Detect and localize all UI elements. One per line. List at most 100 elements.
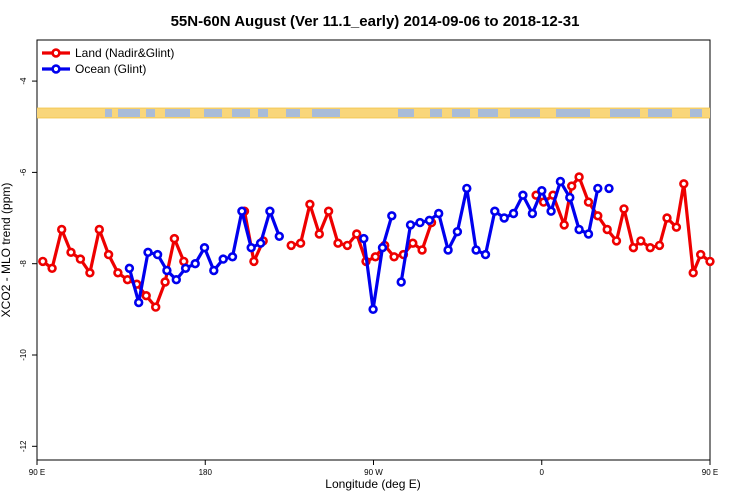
map-strip-ocean bbox=[398, 109, 414, 117]
map-strip-ocean bbox=[118, 109, 140, 117]
map-strip-ocean bbox=[312, 109, 340, 117]
map-strip-ocean bbox=[510, 109, 540, 117]
data-point bbox=[180, 263, 191, 273]
map-strip-ocean bbox=[286, 109, 300, 117]
data-point bbox=[113, 268, 123, 278]
data-point bbox=[134, 297, 144, 308]
data-point bbox=[574, 224, 584, 235]
data-point bbox=[94, 224, 105, 235]
series-1 bbox=[124, 176, 614, 314]
data-point bbox=[555, 176, 566, 187]
data-point bbox=[602, 224, 612, 235]
data-point bbox=[387, 211, 397, 221]
series-layer bbox=[38, 172, 715, 314]
y-tick-label: -4 bbox=[19, 77, 28, 85]
data-point bbox=[593, 211, 603, 221]
map-strip-ocean bbox=[690, 109, 702, 117]
plot-frame bbox=[36, 39, 711, 461]
data-point bbox=[265, 206, 275, 216]
map-strip-ocean bbox=[610, 109, 640, 117]
data-point bbox=[471, 245, 481, 255]
data-point bbox=[152, 249, 163, 260]
data-point bbox=[705, 256, 715, 267]
data-point bbox=[359, 233, 369, 244]
series-line bbox=[399, 179, 600, 283]
data-point bbox=[237, 206, 247, 216]
map-strip-ocean bbox=[146, 109, 155, 117]
data-point bbox=[122, 275, 133, 285]
data-point bbox=[66, 247, 76, 258]
x-tick-label: 180 bbox=[199, 468, 213, 477]
data-point bbox=[305, 199, 315, 210]
data-point bbox=[47, 263, 57, 273]
data-point bbox=[143, 247, 153, 258]
legend-marker bbox=[51, 48, 61, 58]
data-point bbox=[396, 277, 406, 287]
x-axis-label: Longitude (deg E) bbox=[325, 477, 420, 491]
y-tick-label: -6 bbox=[19, 168, 28, 176]
x-tick-label: 0 bbox=[540, 468, 545, 477]
data-point bbox=[566, 181, 577, 191]
data-point bbox=[333, 238, 343, 248]
map-strip-ocean bbox=[648, 109, 672, 117]
data-point bbox=[662, 213, 672, 223]
data-point bbox=[218, 254, 228, 264]
data-point bbox=[508, 208, 519, 219]
x-tick-label: 90 E bbox=[29, 468, 45, 477]
data-point bbox=[162, 265, 172, 276]
data-point bbox=[151, 302, 161, 312]
data-point bbox=[249, 256, 259, 267]
data-point bbox=[671, 222, 682, 232]
data-point bbox=[352, 229, 362, 239]
data-point bbox=[415, 217, 425, 228]
data-point bbox=[490, 206, 500, 216]
series-line bbox=[41, 227, 186, 309]
y-tick-label: -8 bbox=[19, 260, 28, 268]
map-strip-ocean bbox=[232, 109, 250, 117]
data-point bbox=[452, 227, 463, 237]
data-point bbox=[628, 243, 639, 253]
y-tick-label: -10 bbox=[19, 349, 28, 361]
data-point bbox=[209, 265, 219, 276]
x-tick-label: 90 E bbox=[702, 468, 718, 477]
data-point bbox=[645, 243, 655, 253]
data-point bbox=[103, 249, 114, 260]
map-strip-ocean bbox=[430, 109, 442, 117]
x-tick-label: 90 W bbox=[364, 468, 383, 477]
legend-label: Ocean (Glint) bbox=[75, 62, 146, 76]
data-point bbox=[389, 252, 399, 262]
data-point bbox=[499, 213, 509, 223]
map-strip-ocean bbox=[452, 109, 470, 117]
data-point bbox=[286, 240, 296, 251]
data-point bbox=[199, 243, 210, 253]
data-point bbox=[56, 224, 67, 235]
data-point bbox=[424, 215, 435, 226]
data-point bbox=[314, 229, 324, 239]
data-point bbox=[408, 238, 418, 248]
data-point bbox=[518, 190, 528, 200]
legend-label: Land (Nadir&Glint) bbox=[75, 46, 174, 60]
data-point bbox=[619, 204, 629, 214]
data-point bbox=[171, 275, 182, 285]
data-point bbox=[462, 183, 472, 194]
data-point bbox=[593, 183, 603, 194]
map-strip-ocean bbox=[478, 109, 498, 117]
y-axis-label: XCO2 - MLO trend (ppm) bbox=[0, 183, 13, 318]
map-strip-ocean bbox=[204, 109, 222, 117]
data-point bbox=[417, 245, 427, 255]
data-point bbox=[160, 277, 170, 287]
legend-marker bbox=[51, 64, 61, 74]
data-point bbox=[323, 206, 334, 216]
data-point bbox=[611, 236, 622, 246]
data-point bbox=[443, 245, 453, 255]
data-point bbox=[295, 238, 306, 248]
data-point bbox=[695, 249, 706, 260]
data-point bbox=[255, 238, 266, 248]
data-point bbox=[227, 252, 238, 262]
data-point bbox=[75, 254, 86, 264]
data-point bbox=[370, 252, 381, 262]
data-point bbox=[368, 304, 378, 314]
map-strip-ocean bbox=[556, 109, 590, 117]
data-point bbox=[583, 197, 594, 207]
